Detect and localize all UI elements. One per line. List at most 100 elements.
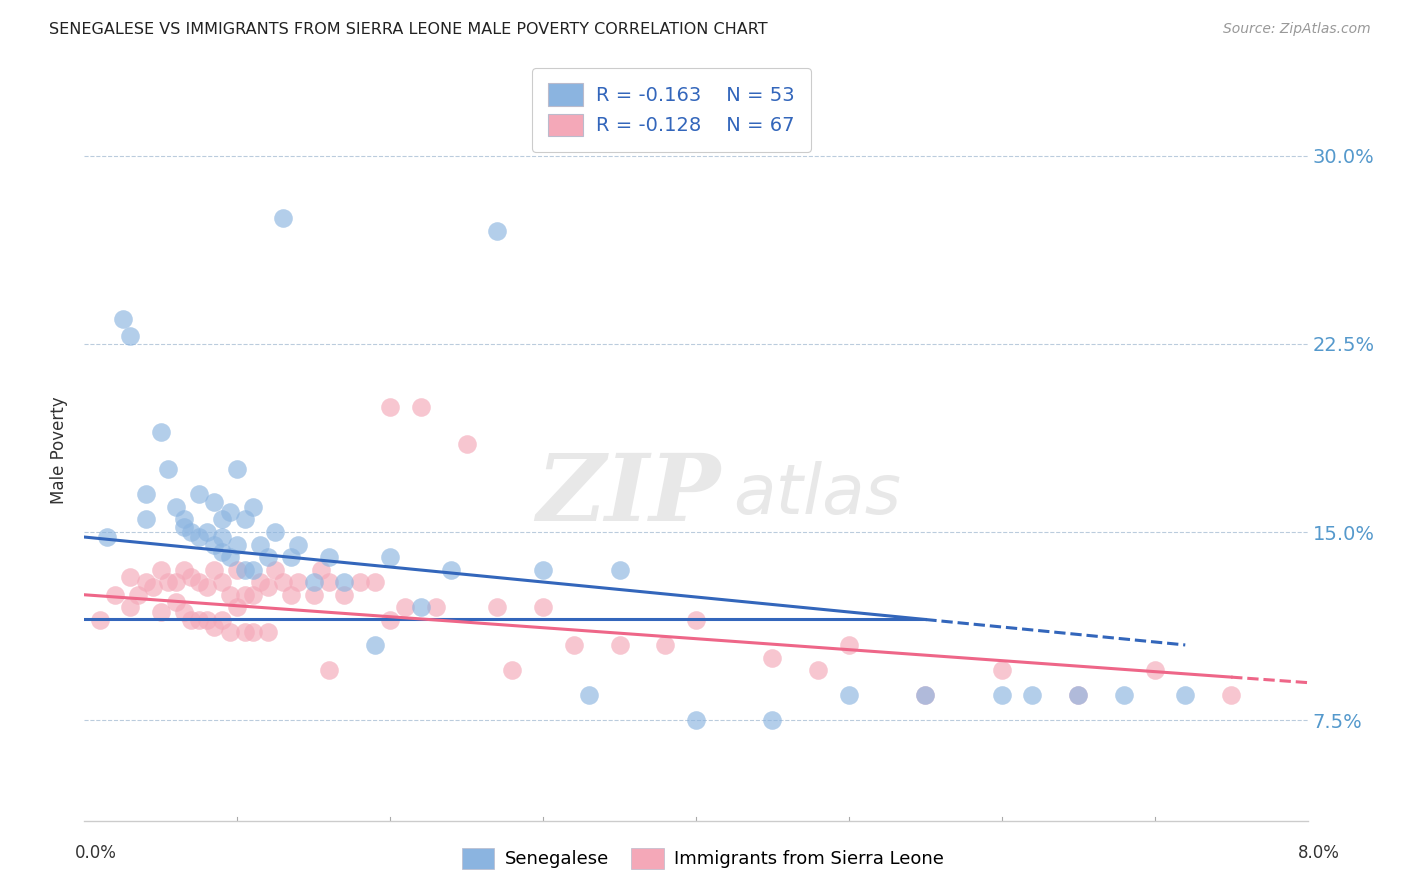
Point [104,588,127,602]
Point [364,638,387,652]
Point [218,550,240,565]
Point [173,605,195,619]
Point [761,713,783,727]
Point [157,575,180,590]
Point [333,588,356,602]
Point [1021,688,1043,702]
Point [96,530,118,544]
Point [120,600,142,615]
Point [233,625,256,640]
Point [180,570,202,584]
Point [211,512,233,526]
Point [380,400,402,414]
Point [364,575,387,590]
Point [218,588,240,602]
Legend: R = -0.163    N = 53, R = -0.128    N = 67: R = -0.163 N = 53, R = -0.128 N = 67 [533,68,811,152]
Point [318,663,340,677]
Point [425,600,447,615]
Point [609,638,631,652]
Point [609,563,631,577]
Point [180,524,202,539]
Point [202,563,225,577]
Text: 8.0%: 8.0% [1298,844,1340,862]
Point [226,600,249,615]
Point [135,487,157,501]
Point [991,688,1014,702]
Point [120,570,142,584]
Point [249,575,271,590]
Point [202,620,225,634]
Point [233,512,256,526]
Point [257,580,280,594]
Point [149,605,172,619]
Point [280,588,302,602]
Point [180,613,202,627]
Point [685,613,707,627]
Point [242,625,264,640]
Point [456,437,478,451]
Point [838,638,860,652]
Point [502,663,524,677]
Point [173,512,195,526]
Point [1174,688,1197,702]
Point [685,713,707,727]
Point [578,688,600,702]
Point [149,563,172,577]
Point [211,575,233,590]
Point [165,595,187,609]
Point [264,563,287,577]
Point [218,505,240,519]
Point [914,688,936,702]
Point [242,563,264,577]
Point [264,524,287,539]
Point [280,550,302,565]
Point [531,600,554,615]
Point [165,575,187,590]
Point [218,625,240,640]
Point [188,487,211,501]
Y-axis label: Male Poverty: Male Poverty [51,397,69,504]
Point [1114,688,1136,702]
Point [195,613,218,627]
Point [233,563,256,577]
Point [120,329,142,343]
Point [149,425,172,439]
Point [380,613,402,627]
Point [157,462,180,476]
Point [271,211,294,226]
Point [188,613,211,627]
Point [486,224,509,238]
Point [409,600,432,615]
Point [914,688,936,702]
Point [333,575,356,590]
Point [380,550,402,565]
Point [202,495,225,509]
Point [135,512,157,526]
Point [226,538,249,552]
Point [531,563,554,577]
Point [211,613,233,627]
Point [394,600,416,615]
Point [188,530,211,544]
Text: ZIP: ZIP [536,450,720,540]
Point [311,563,333,577]
Text: SENEGALESE VS IMMIGRANTS FROM SIERRA LEONE MALE POVERTY CORRELATION CHART: SENEGALESE VS IMMIGRANTS FROM SIERRA LEO… [49,22,768,37]
Point [211,545,233,559]
Point [1067,688,1090,702]
Point [242,500,264,514]
Point [249,538,271,552]
Point [142,580,165,594]
Point [287,538,309,552]
Point [195,524,218,539]
Point [486,600,509,615]
Point [165,500,187,514]
Text: atlas: atlas [733,461,901,528]
Point [135,575,157,590]
Point [440,563,463,577]
Point [257,625,280,640]
Point [233,588,256,602]
Point [318,550,340,565]
Point [287,575,309,590]
Point [1143,663,1166,677]
Text: 0.0%: 0.0% [75,844,117,862]
